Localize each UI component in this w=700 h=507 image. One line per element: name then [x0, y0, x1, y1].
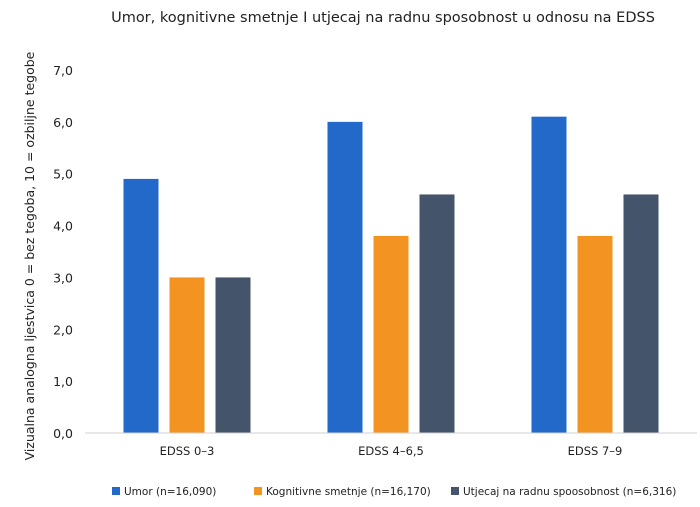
y-tick-label: 5,0 — [53, 167, 73, 182]
y-tick-label: 0,0 — [53, 426, 73, 441]
x-tick-label: EDSS 0–3 — [160, 444, 215, 458]
bar-2-2 — [373, 235, 409, 433]
bar-1-2 — [327, 121, 363, 433]
bar-series — [123, 116, 659, 434]
x-tick-label: EDSS 7–9 — [568, 444, 623, 458]
legend-swatch — [254, 487, 262, 495]
legend-label: Umor (n=16,090) — [124, 486, 216, 498]
legend-swatch — [112, 487, 120, 495]
bar-2-1 — [169, 277, 205, 433]
y-tick-label: 1,0 — [53, 374, 73, 389]
bar-3-2 — [419, 194, 455, 433]
y-tick-label: 7,0 — [53, 63, 73, 78]
legend-label: Utjecaj na radnu spoosobnost (n=6,316) — [463, 486, 676, 498]
x-axis-ticks: EDSS 0–3 EDSS 4–6,5 EDSS 7–9 — [160, 444, 623, 458]
bar-2-3 — [577, 235, 613, 433]
legend-swatch — [451, 487, 459, 495]
legend-item-1: Umor (n=16,090) — [112, 486, 216, 498]
legend-item-2: Kognitivne smetnje (n=16,170) — [254, 486, 431, 498]
y-axis-label: Vizualna analogna ljestvica 0 = bez tego… — [22, 51, 37, 460]
y-tick-label: 6,0 — [53, 115, 73, 130]
y-tick-label: 3,0 — [53, 270, 73, 285]
bar-3-1 — [215, 277, 251, 433]
legend-item-3: Utjecaj na radnu spoosobnost (n=6,316) — [451, 486, 676, 498]
legend: Umor (n=16,090) Kognitivne smetnje (n=16,… — [112, 486, 676, 498]
bar-1-3 — [531, 116, 567, 434]
legend-label: Kognitivne smetnje (n=16,170) — [266, 486, 431, 498]
bar-3-3 — [623, 194, 659, 433]
x-tick-label: EDSS 4–6,5 — [358, 444, 424, 458]
y-axis-ticks: 0,0 1,0 2,0 3,0 4,0 5,0 6,0 7,0 — [53, 63, 73, 441]
y-tick-label: 4,0 — [53, 219, 73, 234]
bar-1-1 — [123, 178, 159, 433]
y-tick-label: 2,0 — [53, 322, 73, 337]
chart-title: Umor, kognitivne smetnje I utjecaj na ra… — [111, 10, 655, 26]
